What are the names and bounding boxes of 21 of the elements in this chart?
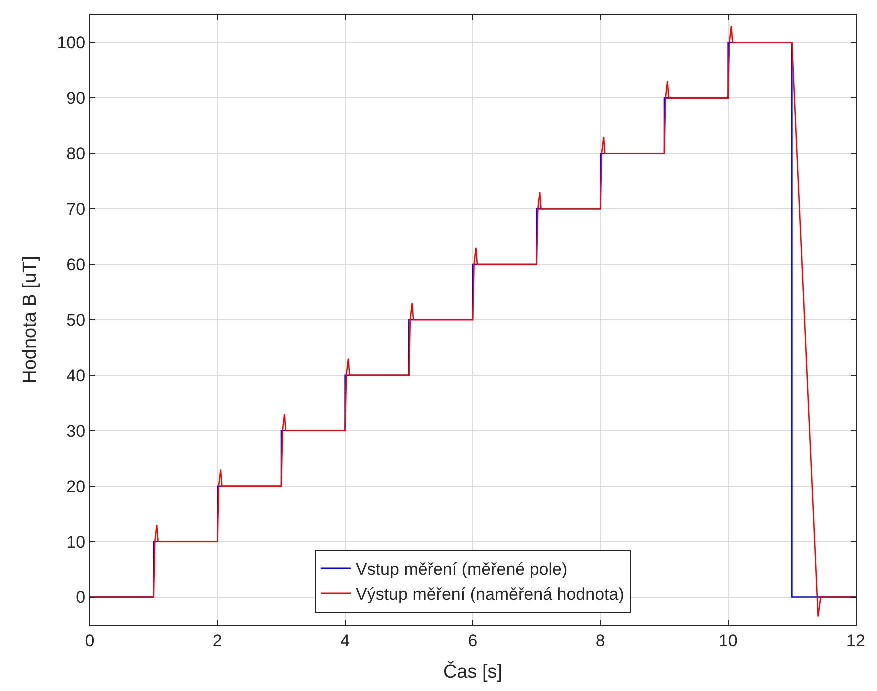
x-tick-label: 4 xyxy=(340,631,350,650)
y-tick-label: 80 xyxy=(66,144,86,164)
x-tick-label: 6 xyxy=(468,631,478,650)
x-tick-label: 2 xyxy=(212,631,222,650)
y-tick-label: 30 xyxy=(66,422,86,441)
x-tick-label: 8 xyxy=(596,631,606,650)
x-tick-label: 10 xyxy=(718,631,738,650)
y-tick-label: 70 xyxy=(66,200,86,220)
y-axis-title: Hodnota B [uT] xyxy=(20,256,42,384)
legend-label: Výstup měření (naměřená hodnota) xyxy=(356,585,624,604)
y-tick-label: 100 xyxy=(57,34,86,53)
y-tick-label: 50 xyxy=(66,310,86,330)
legend-label: Vstup měření (měřené pole) xyxy=(356,560,568,579)
x-tick-label: 12 xyxy=(846,631,866,650)
x-axis-title: Čas [s] xyxy=(443,661,503,684)
y-tick-label: 90 xyxy=(66,89,86,108)
y-tick-label: 10 xyxy=(66,532,86,552)
y-tick-label: 0 xyxy=(76,588,86,608)
y-tick-label: 40 xyxy=(66,366,86,386)
y-tick-label: 20 xyxy=(66,477,86,496)
y-tick-label: 60 xyxy=(66,256,86,274)
